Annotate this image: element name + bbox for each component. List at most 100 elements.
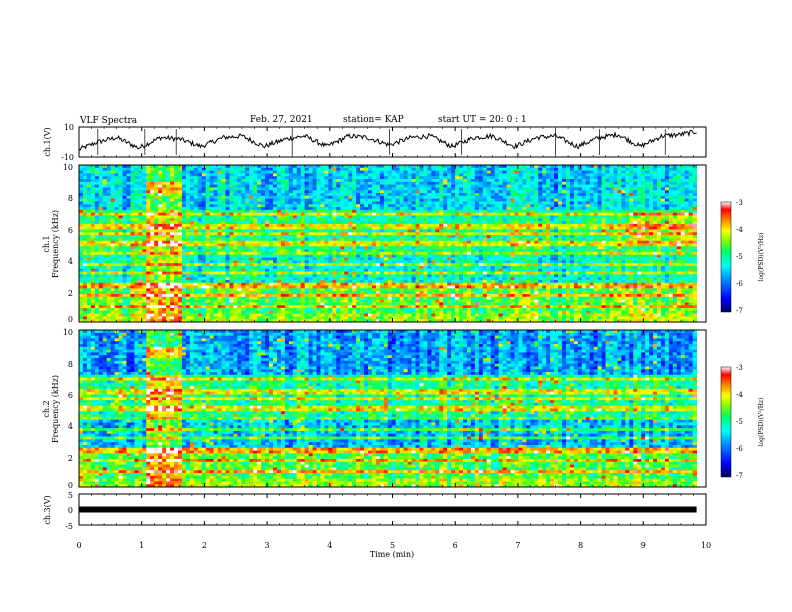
spec1-cell [166, 201, 170, 204]
spec1-cell [87, 179, 91, 182]
spec1-cell [166, 173, 170, 176]
spec1-cell [107, 238, 111, 241]
spec1-cell [134, 235, 138, 238]
spec1-cell [103, 173, 107, 176]
spec1-cell [107, 274, 111, 277]
spec1-cell [130, 266, 134, 269]
spec1-cell [142, 291, 146, 294]
spec1-cell [138, 182, 142, 185]
spec1-cell [138, 232, 142, 235]
spec1-cell [170, 277, 174, 280]
spec1-cell [146, 283, 150, 286]
spec1-cell [170, 294, 174, 297]
spec1-cell [87, 232, 91, 235]
spec1-cell [115, 255, 119, 258]
spec1-cell [123, 311, 127, 314]
spec1-cell [178, 201, 182, 204]
spec1-cell [99, 294, 103, 297]
spec1-cell [134, 269, 138, 272]
spec1-cell [130, 207, 134, 210]
spec1-cell [115, 246, 119, 249]
spec1-cell [134, 210, 138, 213]
spec1-cell [150, 241, 154, 244]
spec1-cell [123, 171, 127, 174]
spec1-cell [115, 190, 119, 193]
spec1-cell [127, 308, 131, 311]
spec1-cell [130, 277, 134, 280]
spec1-cell [130, 274, 134, 277]
spec1-cell [79, 314, 83, 317]
spec1-cell [170, 297, 174, 300]
spec1-cell [115, 300, 119, 303]
spec1-cell [178, 168, 182, 171]
spec1-cell [154, 291, 158, 294]
spec1-cell [134, 221, 138, 224]
spec1-cell [115, 258, 119, 261]
spec1-cell [162, 260, 166, 263]
spec1-cell [111, 185, 115, 188]
spec1-cell [111, 232, 115, 235]
spec1-cell [150, 258, 154, 261]
spec1-cell [158, 168, 162, 171]
spec1-cell [174, 221, 178, 224]
spec1-cell [146, 176, 150, 179]
spec1-cell [130, 291, 134, 294]
spec1-cell [83, 213, 87, 216]
spec1-cell [174, 272, 178, 275]
spec1-cell [91, 204, 95, 207]
spec1-cell [134, 204, 138, 207]
spec1-cell [83, 168, 87, 171]
spec1-cell [134, 288, 138, 291]
spec1-cell [166, 182, 170, 185]
spec1-cell [154, 260, 158, 263]
spec1-cell [158, 185, 162, 188]
spec1-cell [99, 196, 103, 199]
spec1-cell [162, 221, 166, 224]
spec1-cell [119, 173, 123, 176]
spec1-cell [87, 199, 91, 202]
spec1-cell [178, 199, 182, 202]
spec1-cell [87, 213, 91, 216]
spec1-cell [83, 274, 87, 277]
spec1-cell [127, 218, 131, 221]
spec1-cell [119, 260, 123, 263]
spec1-cell [87, 288, 91, 291]
spec1-cell [103, 215, 107, 218]
spec1-cell [83, 314, 87, 317]
spec1-cell [162, 269, 166, 272]
spec1-cell [158, 190, 162, 193]
spec1-cell [107, 277, 111, 280]
spec1-cell [103, 305, 107, 308]
spec1-cell [79, 176, 83, 179]
spec1-cell [115, 291, 119, 294]
spec1-cell [83, 266, 87, 269]
spec1-cell [79, 311, 83, 314]
spec1-cell [103, 244, 107, 247]
spec1-cell [119, 246, 123, 249]
spec1-cell [123, 232, 127, 235]
spec1-cell [174, 305, 178, 308]
spec1-cell [107, 286, 111, 289]
spec1-cell [146, 314, 150, 317]
spec1-cell [142, 274, 146, 277]
spec1-cell [174, 185, 178, 188]
spec1-cell [87, 210, 91, 213]
spec1-cell [83, 263, 87, 266]
spec1-cell [123, 204, 127, 207]
spec1-cell [138, 190, 142, 193]
spec1-cell [79, 244, 83, 247]
spec1-cell [154, 187, 158, 190]
spec1-cell [178, 182, 182, 185]
spec1-cell [150, 196, 154, 199]
spec1-cell [174, 294, 178, 297]
spec1-cell [142, 238, 146, 241]
spec1-cell [127, 207, 131, 210]
spec1-cell [158, 244, 162, 247]
spec1-cell [150, 187, 154, 190]
spec1-cell [146, 190, 150, 193]
spec1-cell [158, 311, 162, 314]
date-label: Feb. 27, 2021 [250, 115, 313, 125]
spec1-cell [87, 302, 91, 305]
spec1-cell [127, 182, 131, 185]
spec1-cell [95, 201, 99, 204]
